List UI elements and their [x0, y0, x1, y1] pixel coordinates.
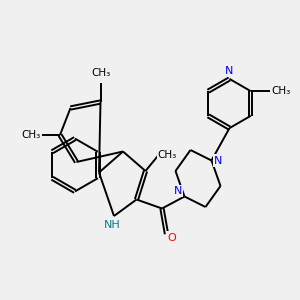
Text: CH₃: CH₃	[271, 86, 290, 96]
Text: N: N	[214, 155, 222, 166]
Text: N: N	[225, 65, 234, 76]
Text: NH: NH	[104, 220, 121, 230]
Text: CH₃: CH₃	[22, 130, 41, 140]
Text: CH₃: CH₃	[158, 149, 177, 160]
Text: O: O	[167, 232, 176, 243]
Text: N: N	[174, 186, 182, 196]
Text: CH₃: CH₃	[91, 68, 110, 79]
